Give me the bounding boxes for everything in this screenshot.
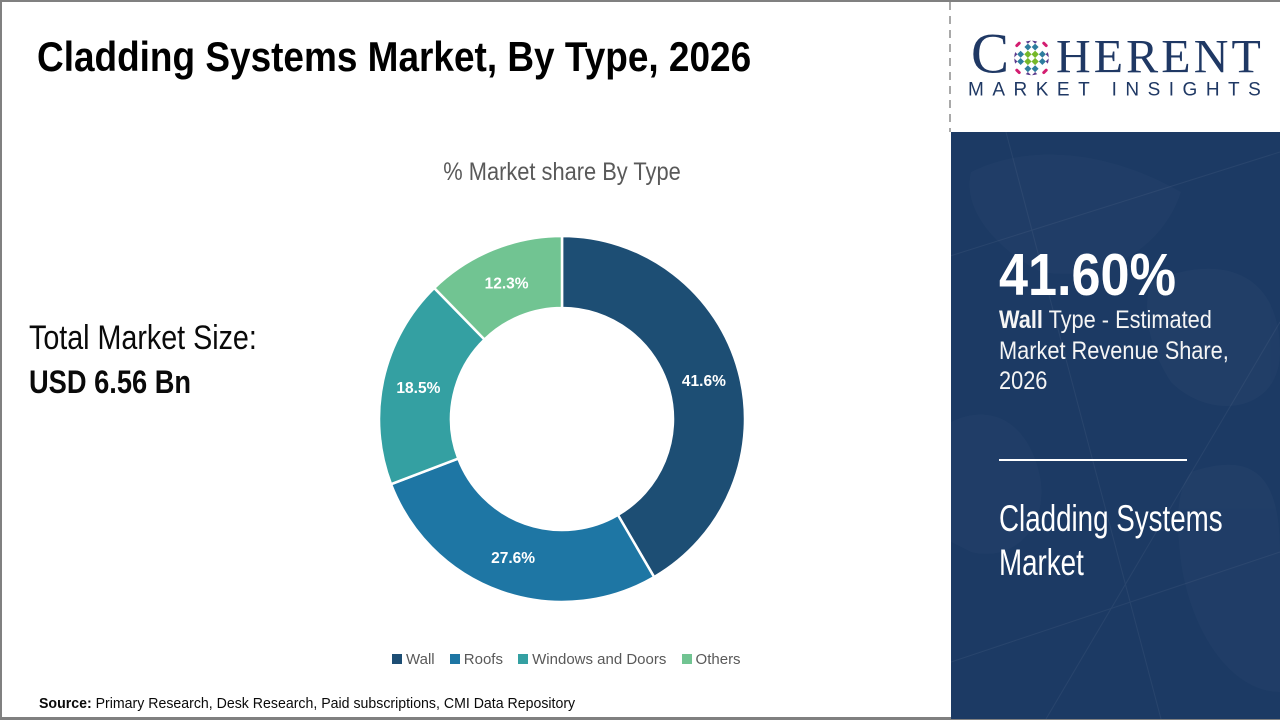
svg-text:HERENT: HERENT (1056, 31, 1264, 84)
svg-text:18.5%: 18.5% (396, 380, 440, 397)
svg-text:MARKET INSIGHTS: MARKET INSIGHTS (968, 80, 1269, 101)
svg-text:12.3%: 12.3% (485, 275, 529, 292)
svg-text:C: C (971, 23, 1009, 86)
svg-text:41.6%: 41.6% (682, 373, 726, 390)
svg-text:27.6%: 27.6% (491, 550, 535, 567)
